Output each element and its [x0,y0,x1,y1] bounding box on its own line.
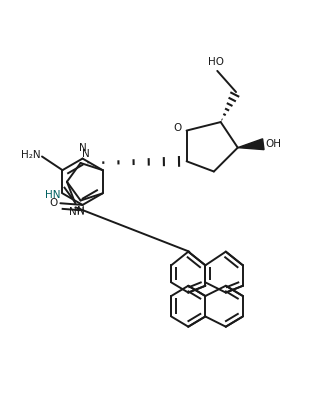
Text: O: O [49,198,58,208]
Text: OH: OH [265,139,281,149]
Text: N: N [77,206,85,216]
Text: HN: HN [45,190,61,200]
Text: HO: HO [208,57,223,67]
Text: N: N [79,143,87,153]
Text: N: N [82,149,90,159]
Text: O: O [173,123,182,133]
Polygon shape [238,139,264,150]
Text: NH: NH [70,207,85,217]
Text: H₂N: H₂N [21,150,41,160]
